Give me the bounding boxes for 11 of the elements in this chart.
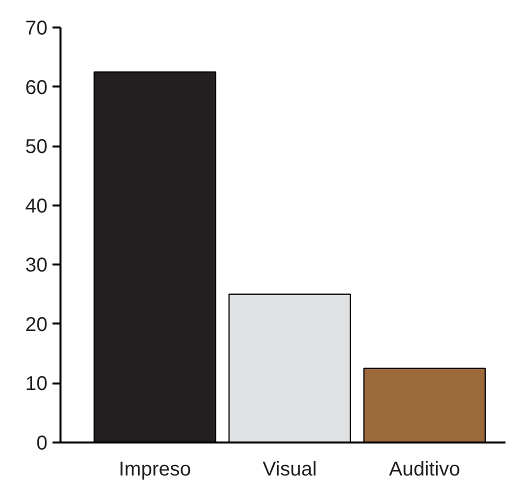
y-tick-label: 30 — [25, 254, 48, 277]
y-tick-label: 10 — [25, 373, 48, 396]
y-tick-label: 0 — [36, 432, 48, 454]
y-tick-label: 40 — [25, 195, 48, 218]
y-tick-label: 50 — [25, 136, 48, 158]
y-tick-label: 70 — [25, 18, 48, 40]
x-tick-label: Auditivo — [389, 458, 460, 480]
y-tick-label: 60 — [25, 76, 48, 99]
x-tick-label: Impreso — [118, 458, 192, 480]
y-tick-label: 20 — [25, 314, 48, 336]
x-tick-label: Visual — [262, 458, 317, 480]
